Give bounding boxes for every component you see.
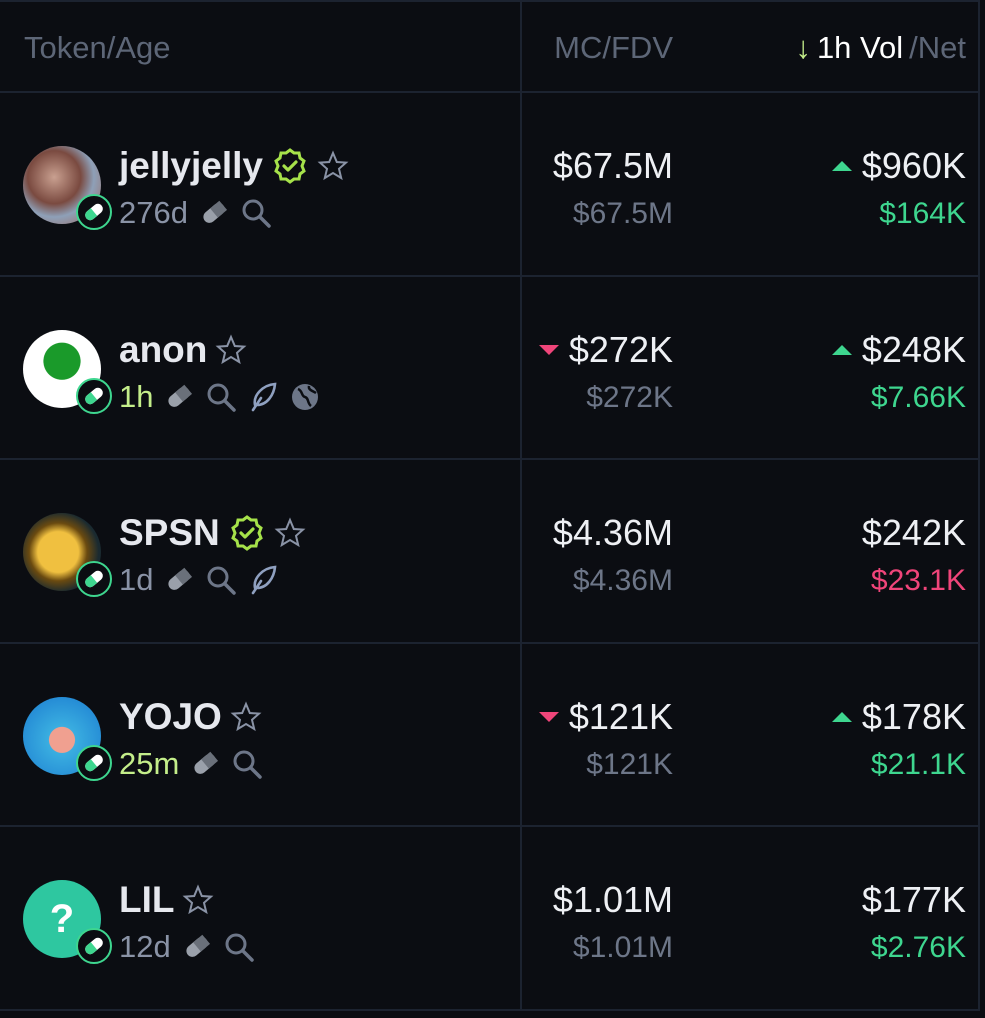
- volume-1h: $242K: [861, 512, 966, 553]
- star-icon[interactable]: [317, 150, 349, 182]
- market-cap: $121K: [568, 695, 673, 737]
- volume-1h: $177K: [861, 879, 966, 920]
- search-icon[interactable]: [205, 381, 237, 413]
- fdv: $67.5M: [572, 197, 673, 230]
- feather-icon[interactable]: [247, 381, 279, 413]
- search-icon[interactable]: [205, 564, 237, 596]
- net-flow: $21.1K: [870, 747, 966, 781]
- volume-1h: $248K: [861, 328, 966, 370]
- fdv: $4.36M: [572, 564, 673, 597]
- pill-badge-icon: [76, 561, 112, 597]
- table-row[interactable]: anon 1h $272K $272K $248K $7.66K: [0, 276, 978, 460]
- trend-up-icon: [831, 161, 852, 171]
- table-row[interactable]: YOJO 25m $121K $121K $178K $21.1K: [0, 643, 978, 827]
- search-icon[interactable]: [231, 748, 263, 780]
- pill-badge-icon: [76, 744, 112, 781]
- net-flow: $164K: [879, 197, 966, 230]
- pill-icon[interactable]: [163, 381, 195, 413]
- token-age: 1h: [119, 378, 154, 414]
- star-icon[interactable]: [230, 700, 262, 733]
- star-icon[interactable]: [274, 517, 306, 549]
- token-name[interactable]: anon: [119, 328, 208, 370]
- table-row[interactable]: ? LIL 12d $1.01M $1.01M $177K $2.76K: [0, 827, 978, 1011]
- trend-down-icon: [538, 711, 559, 722]
- star-icon[interactable]: [182, 884, 214, 916]
- sort-arrow-icon: ↓: [795, 30, 811, 65]
- market-cap: $272K: [568, 328, 673, 370]
- divider: [520, 93, 522, 275]
- star-icon[interactable]: [215, 333, 247, 366]
- col-vol-net[interactable]: ↓ 1h Vol /Net: [795, 30, 966, 65]
- table-row[interactable]: SPSN 1d $4.36M $4.36M $242K $23.1K: [0, 460, 978, 644]
- token-name[interactable]: YOJO: [119, 695, 222, 737]
- feather-icon[interactable]: [247, 564, 279, 596]
- divider: [520, 460, 522, 642]
- table-row[interactable]: jellyjelly 276d $67.5M $67.5M $960K $164…: [0, 93, 978, 277]
- pill-badge-icon: [76, 194, 112, 230]
- trend-up-icon: [831, 711, 852, 722]
- col-token-age[interactable]: Token/Age: [24, 30, 171, 65]
- volume-1h: $178K: [861, 695, 966, 737]
- token-name[interactable]: jellyjelly: [119, 145, 263, 186]
- fdv: $121K: [586, 747, 673, 781]
- fdv: $272K: [586, 380, 673, 414]
- verified-icon: [274, 148, 306, 184]
- divider: [520, 643, 522, 825]
- token-name[interactable]: SPSN: [119, 512, 220, 553]
- volume-1h: $960K: [861, 145, 966, 186]
- search-icon[interactable]: [240, 197, 272, 229]
- col-mc-fdv[interactable]: MC/FDV: [554, 30, 673, 65]
- trend-up-icon: [831, 344, 852, 355]
- pill-icon[interactable]: [181, 931, 213, 963]
- pill-icon[interactable]: [189, 748, 221, 780]
- net-flow: $7.66K: [870, 380, 966, 414]
- net-flow: $23.1K: [870, 564, 966, 597]
- fdv: $1.01M: [572, 931, 673, 964]
- net-flow: $2.76K: [870, 931, 966, 964]
- market-cap: $4.36M: [552, 512, 673, 553]
- market-cap: $67.5M: [552, 145, 673, 186]
- trend-down-icon: [538, 344, 559, 355]
- verified-icon: [230, 515, 263, 551]
- token-age: 276d: [119, 195, 188, 230]
- token-age: 12d: [119, 929, 171, 964]
- divider: [520, 2, 522, 91]
- token-name[interactable]: LIL: [119, 879, 175, 920]
- search-icon[interactable]: [223, 931, 255, 963]
- table-header: Token/Age MC/FDV ↓ 1h Vol /Net: [0, 0, 978, 93]
- globe-icon[interactable]: [289, 381, 321, 413]
- pill-badge-icon: [76, 928, 112, 964]
- pill-icon[interactable]: [198, 197, 230, 229]
- divider: [520, 827, 522, 1009]
- pill-icon[interactable]: [163, 564, 195, 596]
- token-age: 1d: [119, 562, 154, 597]
- market-cap: $1.01M: [552, 879, 673, 920]
- divider: [520, 276, 522, 458]
- token-age: 25m: [119, 745, 180, 781]
- pill-badge-icon: [76, 377, 112, 414]
